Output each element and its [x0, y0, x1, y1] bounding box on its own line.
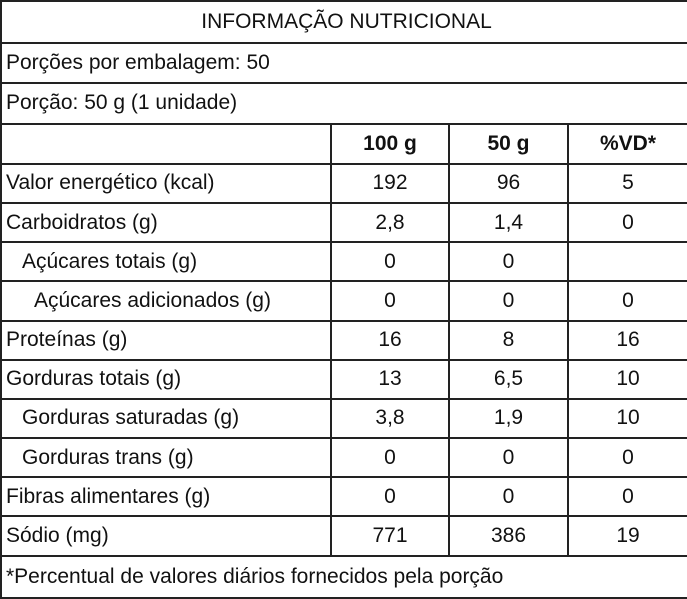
title-row: INFORMAÇÃO NUTRICIONAL	[0, 0, 687, 45]
nutrient-value: 0	[330, 437, 450, 479]
nutrient-value: 96	[448, 162, 569, 204]
nutrient-value: 0	[448, 241, 569, 283]
nutrient-label: Açúcares adicionados (g)	[0, 280, 332, 322]
header-row: 100 g 50 g %VD*	[0, 122, 687, 165]
nutrient-label: Valor energético (kcal)	[0, 162, 332, 204]
empty-cell	[566, 241, 687, 283]
nutrient-value: 0	[566, 280, 687, 322]
nutrient-value: 1,9	[448, 397, 569, 440]
nutrient-value: 0	[448, 437, 569, 479]
footnote: *Percentual de valores diários fornecido…	[0, 554, 687, 599]
table-title: INFORMAÇÃO NUTRICIONAL	[0, 0, 687, 45]
nutrient-label: Gorduras trans (g)	[0, 437, 332, 479]
nutrient-value: 0	[566, 476, 687, 518]
nutrient-row: Proteínas (g) 16 8 16	[0, 319, 687, 361]
nutrient-row: Açúcares totais (g) 0 0	[0, 241, 687, 283]
nutrient-value: 386	[448, 515, 569, 557]
nutrient-label: Gorduras saturadas (g)	[0, 397, 332, 440]
servings-row: Porções por embalagem: 50	[0, 42, 687, 85]
nutrient-value: 0	[330, 241, 450, 283]
nutrient-label: Açúcares totais (g)	[0, 241, 332, 283]
nutrient-row: Açúcares adicionados (g) 0 0 0	[0, 280, 687, 322]
nutrient-value: 0	[566, 437, 687, 479]
nutrient-row: Gorduras trans (g) 0 0 0	[0, 437, 687, 479]
servings: Porções por embalagem: 50	[0, 42, 687, 85]
header-blank	[0, 122, 332, 165]
column-header: %VD*	[566, 122, 687, 165]
nutrient-row: Sódio (mg) 771 386 19	[0, 515, 687, 557]
column-header: 50 g	[448, 122, 569, 165]
nutrient-value: 10	[566, 397, 687, 440]
nutrient-value: 10	[566, 358, 687, 400]
nutrient-label: Gorduras totais (g)	[0, 358, 332, 400]
nutrient-value: 16	[330, 319, 450, 361]
nutrient-value: 192	[330, 162, 450, 204]
nutrient-value: 8	[448, 319, 569, 361]
nutrient-row: Carboidratos (g) 2,8 1,4 0	[0, 201, 687, 244]
nutrient-value: 13	[330, 358, 450, 400]
nutrient-label: Proteínas (g)	[0, 319, 332, 361]
portion-row: Porção: 50 g (1 unidade)	[0, 82, 687, 125]
nutrient-label: Sódio (mg)	[0, 515, 332, 557]
nutrient-value: 0	[566, 201, 687, 244]
nutrient-value: 771	[330, 515, 450, 557]
nutrient-label: Fibras alimentares (g)	[0, 476, 332, 518]
nutrient-value: 3,8	[330, 397, 450, 440]
nutrient-value: 6,5	[448, 358, 569, 400]
nutrient-value: 0	[448, 476, 569, 518]
nutrient-value: 5	[566, 162, 687, 204]
nutrient-row: Valor energético (kcal) 192 96 5	[0, 162, 687, 204]
nutrient-label: Carboidratos (g)	[0, 201, 332, 244]
nutrient-value: 0	[330, 476, 450, 518]
nutrient-value: 0	[330, 280, 450, 322]
nutrient-value: 1,4	[448, 201, 569, 244]
portion: Porção: 50 g (1 unidade)	[0, 82, 687, 125]
nutrient-row: Gorduras saturadas (g) 3,8 1,9 10	[0, 397, 687, 440]
nutrient-value: 0	[448, 280, 569, 322]
nutrient-row: Gorduras totais (g) 13 6,5 10	[0, 358, 687, 400]
nutrient-row: Fibras alimentares (g) 0 0 0	[0, 476, 687, 518]
nutrient-value: 2,8	[330, 201, 450, 244]
footnote-row: *Percentual de valores diários fornecido…	[0, 554, 687, 599]
column-header: 100 g	[330, 122, 450, 165]
nutrient-value: 16	[566, 319, 687, 361]
nutrient-value: 19	[566, 515, 687, 557]
